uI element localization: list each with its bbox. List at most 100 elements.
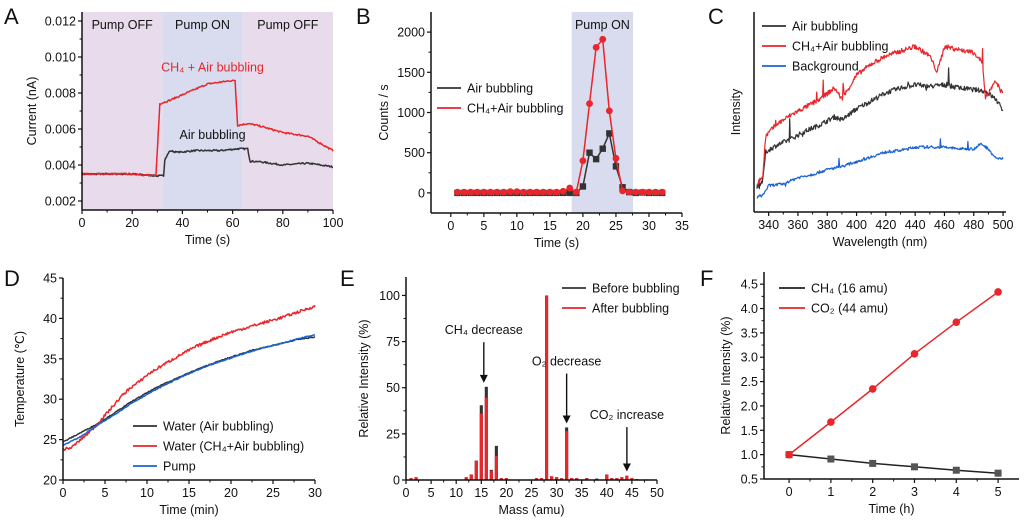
x-tick-label: 10 [140, 486, 154, 500]
bar-after [489, 470, 493, 480]
x-axis-title: Time (s) [534, 236, 579, 250]
x-tick-label: 10 [510, 219, 524, 233]
data-point-circle [638, 188, 646, 196]
panel-label-a: A [4, 4, 19, 29]
y-axis-title: Temperature (℃) [13, 331, 27, 427]
bar-after [474, 460, 478, 480]
bar-after [625, 475, 629, 480]
legend-label: CH₄ (16 amu) [811, 282, 888, 296]
legend-label: Air bubbling [467, 82, 533, 96]
bar-after [545, 295, 549, 480]
x-tick-label: 0 [60, 486, 67, 500]
annotation-label: O₂ decrease [532, 355, 602, 369]
x-tick-label: 20 [499, 486, 513, 500]
y-tick-label: 50 [386, 381, 400, 395]
data-point-square [586, 149, 593, 156]
x-tick-label: 45 [625, 486, 639, 500]
x-tick-label: 35 [675, 219, 689, 233]
data-point-circle [500, 188, 508, 196]
data-point-square [579, 183, 587, 190]
x-tick-label: 15 [474, 486, 488, 500]
legend-label: After bubbling [592, 302, 669, 316]
panel-f-chart: CH₄ (16 amu) CO₂ (44 amu) 0 1 2 3 4 5 0.5 1.0 1.5 2… [719, 272, 1019, 516]
annotation-arrow-head [622, 463, 631, 472]
data-point-circle [520, 188, 527, 196]
region-label: Pump ON [175, 18, 230, 32]
bar-after [479, 413, 483, 480]
shaded-region [571, 12, 634, 213]
bar-after [504, 478, 508, 480]
data-point-circle [546, 188, 554, 196]
y-tick-label: 0 [393, 474, 400, 488]
y-axis-title: Relative Intensity (%) [357, 319, 371, 437]
annotation-arrow-head [562, 415, 571, 424]
data-point-circle [605, 107, 613, 115]
data-point-circle [533, 188, 541, 196]
y-tick-label: 0.012 [45, 15, 76, 29]
bar-after [620, 477, 624, 480]
data-point-circle [586, 100, 593, 108]
y-tick-label: 0.006 [45, 123, 76, 137]
x-tick-label: 5 [480, 219, 487, 233]
x-tick-label: 440 [905, 218, 926, 232]
data-point-circle [559, 187, 567, 195]
y-tick-label: 3.5 [741, 326, 758, 340]
x-tick-label: 35 [575, 486, 589, 500]
data-point-circle [994, 288, 1002, 296]
x-tick-label: 0 [786, 485, 793, 499]
data-point-circle [652, 188, 659, 196]
y-tick-label: 100 [379, 289, 400, 303]
x-tick-label: 80 [276, 216, 290, 230]
annotation-label: CH₄ decrease [445, 323, 523, 337]
legend-label: CO₂ (44 amu) [811, 302, 888, 316]
legend-label: Air bubbling [792, 20, 858, 34]
data-point-circle [467, 188, 475, 196]
y-tick-label: 40 [43, 312, 57, 326]
y-tick-label: 3.0 [741, 351, 758, 365]
data-point-circle [599, 35, 607, 43]
y-tick-label: 45 [43, 272, 57, 286]
x-tick-label: 4 [953, 485, 960, 499]
data-point-square [994, 469, 1002, 477]
y-tick-label: 2.0 [741, 399, 758, 413]
y-axis-title: Current (nA) [25, 77, 39, 146]
shaded-region [242, 12, 333, 210]
x-tick-label: 20 [576, 219, 590, 233]
x-tick-label: 380 [817, 218, 838, 232]
y-tick-label: 0 [418, 186, 425, 200]
x-tick-label: 15 [182, 486, 196, 500]
x-tick-label: 0 [79, 216, 86, 230]
data-point-circle [827, 418, 835, 426]
x-axis-title: Time (h) [868, 502, 914, 516]
bar-after [565, 431, 569, 480]
x-tick-label: 460 [934, 218, 955, 232]
panel-label-e: E [340, 266, 355, 291]
annotation-arrow-head [479, 374, 488, 383]
panel-c-chart: Air bubbling CH₄+Air bubbling Background 34… [729, 12, 1014, 249]
x-tick-label: 5 [428, 486, 435, 500]
data-point-circle [487, 188, 494, 196]
x-tick-label: 480 [963, 218, 984, 232]
x-tick-label: 5 [102, 486, 109, 500]
region-label: Pump OFF [92, 18, 153, 32]
data-point-circle [952, 318, 961, 326]
y-tick-label: 20 [43, 474, 57, 488]
series-line [756, 44, 1004, 187]
x-tick-label: 5 [995, 485, 1002, 499]
y-tick-label: 4.0 [741, 302, 758, 316]
data-point-circle [493, 188, 501, 196]
y-tick-label: 25 [386, 427, 400, 441]
panel-e-chart: CH₄ decrease O₂ decrease CO₂ increase Befor… [357, 277, 680, 517]
x-tick-label: 15 [543, 219, 557, 233]
bar-after [539, 478, 544, 480]
x-tick-label: 60 [226, 216, 240, 230]
panel-d-chart: Water (Air bubbling) Water (CH₄+Air bubbl… [13, 272, 322, 518]
data-point-circle [645, 188, 653, 196]
bar-after [615, 478, 619, 480]
data-point-square [566, 189, 573, 197]
x-tick-label: 420 [875, 218, 896, 232]
data-point-circle [625, 188, 633, 196]
legend-label: Water (CH₄+Air bubbling) [163, 440, 304, 454]
legend-label: Pump [163, 460, 196, 474]
y-tick-label: 35 [43, 352, 57, 366]
